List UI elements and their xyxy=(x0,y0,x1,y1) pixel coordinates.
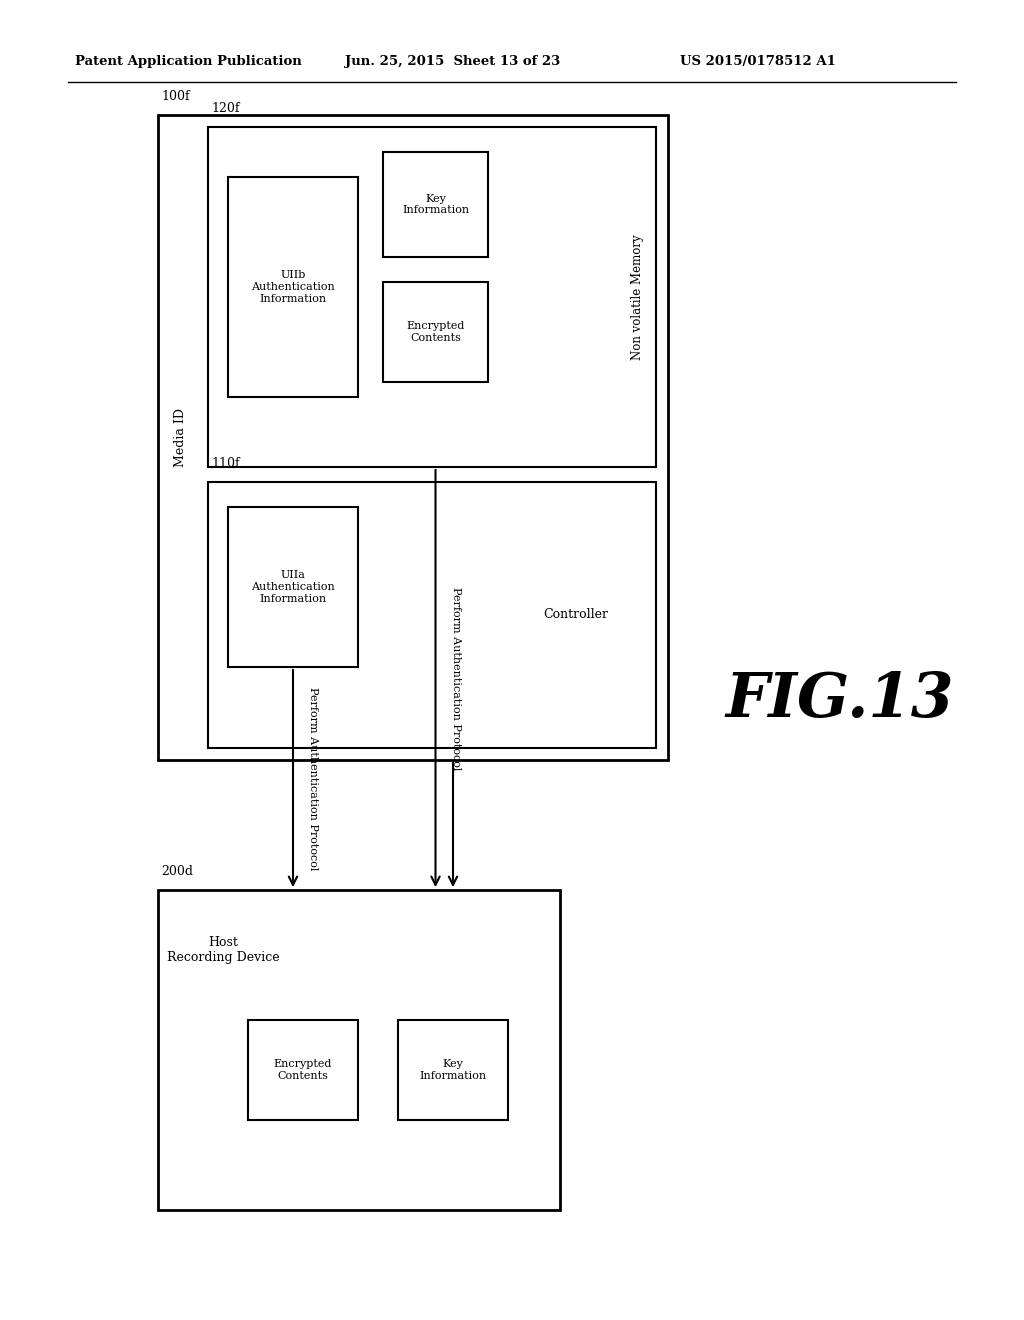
Text: 100f: 100f xyxy=(161,90,189,103)
Bar xyxy=(228,507,358,667)
Text: Controller: Controller xyxy=(544,609,608,622)
Text: US 2015/0178512 A1: US 2015/0178512 A1 xyxy=(680,55,836,69)
Bar xyxy=(158,115,668,760)
Text: Encrypted
Contents: Encrypted Contents xyxy=(273,1059,332,1081)
Text: Key
Information: Key Information xyxy=(420,1059,486,1081)
Bar xyxy=(208,127,656,467)
Text: FIG.13: FIG.13 xyxy=(726,671,954,730)
Text: UIIa
Authentication
Information: UIIa Authentication Information xyxy=(251,570,335,603)
Text: Patent Application Publication: Patent Application Publication xyxy=(75,55,302,69)
Bar xyxy=(383,282,488,381)
Text: 110f: 110f xyxy=(211,457,240,470)
Text: Non volatile Memory: Non volatile Memory xyxy=(632,234,644,360)
Bar xyxy=(158,890,560,1210)
Bar xyxy=(383,152,488,257)
Text: Key
Information: Key Information xyxy=(402,194,469,215)
Bar xyxy=(398,1020,508,1119)
Text: Jun. 25, 2015  Sheet 13 of 23: Jun. 25, 2015 Sheet 13 of 23 xyxy=(345,55,560,69)
Bar xyxy=(248,1020,358,1119)
Text: Media ID: Media ID xyxy=(173,408,186,467)
Text: Perform Authentication Protocol: Perform Authentication Protocol xyxy=(308,686,318,870)
Bar xyxy=(208,482,656,748)
Text: Perform Authentication Protocol: Perform Authentication Protocol xyxy=(451,587,461,770)
Text: Encrypted
Contents: Encrypted Contents xyxy=(407,321,465,343)
Bar xyxy=(228,177,358,397)
Text: 200d: 200d xyxy=(161,865,193,878)
Text: 120f: 120f xyxy=(211,102,240,115)
Text: Host
Recording Device: Host Recording Device xyxy=(167,936,280,964)
Text: UIIb
Authentication
Information: UIIb Authentication Information xyxy=(251,271,335,304)
